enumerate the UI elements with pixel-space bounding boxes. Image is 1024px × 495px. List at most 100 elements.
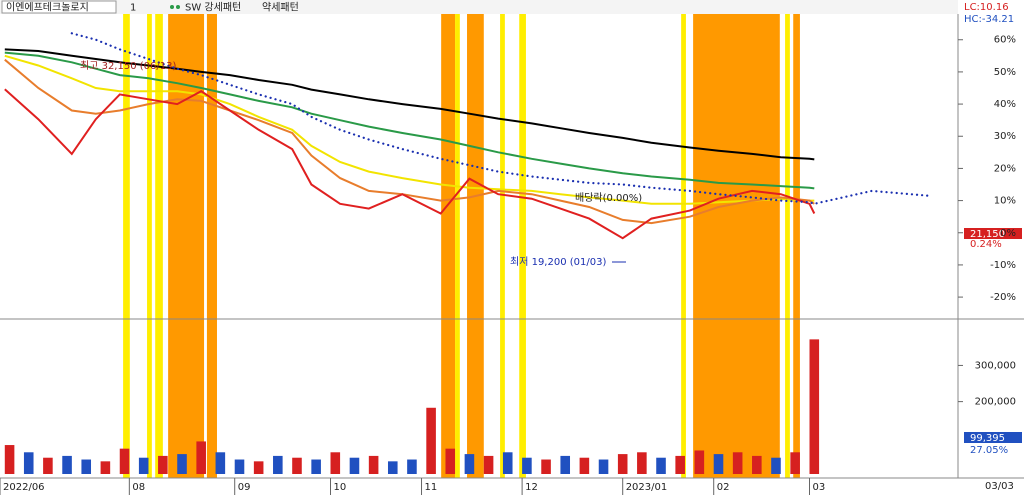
pattern-band [147, 14, 152, 478]
price-box [964, 228, 1022, 239]
stock-name-box[interactable] [1, 0, 117, 14]
pattern-band [693, 14, 780, 478]
volume-bar [522, 457, 532, 474]
volume-bar [426, 407, 436, 474]
y-tick-label: 60% [994, 35, 1016, 46]
y-tick-label: 20% [994, 163, 1016, 174]
volume-bar [23, 452, 34, 474]
current-date: 03/03 [985, 481, 1014, 492]
volume-label: 99,395 [970, 433, 1005, 444]
volume-bar [81, 459, 92, 474]
pattern-band [155, 14, 163, 478]
pattern-band [206, 14, 217, 478]
volume-bar [694, 450, 705, 474]
volume-bar [656, 457, 666, 474]
volume-bar [579, 457, 590, 474]
y-tick-label: 30% [994, 131, 1016, 142]
hc-label: HC:-34.21 [964, 14, 1014, 25]
y-tick-label: -10% [990, 260, 1016, 271]
legend-icon [176, 5, 180, 9]
lc-label: LC:10.16 [964, 2, 1009, 13]
volume-bar [234, 459, 245, 474]
y-tick-label: 50% [994, 67, 1016, 78]
pattern-band [793, 14, 800, 478]
volume-bar [790, 452, 800, 474]
x-tick-label: 09 [238, 482, 251, 493]
plot [4, 32, 931, 474]
pattern-band [123, 14, 130, 478]
volume-bar [119, 448, 130, 474]
volume-bar [637, 452, 647, 474]
ratio-label: 27.05% [970, 445, 1008, 456]
price-label: 21,150 [970, 229, 1005, 240]
bands [123, 14, 800, 478]
volume-bar [138, 457, 149, 474]
volume-bar [196, 441, 206, 474]
volume-bar [215, 452, 226, 474]
volume-bar [349, 457, 360, 474]
x-tick-label: 12 [525, 482, 538, 493]
y-tick-label: 300,000 [975, 360, 1016, 371]
ma-line [4, 88, 816, 240]
volume-bar [502, 452, 513, 474]
x-tick-label: 2022/06 [3, 482, 45, 493]
ma-line [70, 32, 931, 205]
period: 1 [130, 3, 136, 14]
stock-name: 이엔에프테크놀로지 [6, 2, 89, 14]
volume-bar [560, 455, 571, 474]
volume-bar [598, 459, 609, 474]
pattern-band [500, 14, 505, 478]
legend-icon [170, 5, 174, 9]
volume-bar [158, 455, 168, 474]
volume-box [964, 432, 1022, 443]
x-tick-label: 10 [334, 482, 347, 493]
legend-bar [0, 0, 958, 14]
volume-bar [368, 455, 379, 474]
volume-bar [771, 457, 781, 474]
ma-line [4, 48, 815, 161]
volume-bar [675, 455, 685, 474]
pattern-band [168, 14, 205, 478]
y-tick-label: 10% [994, 196, 1016, 207]
volume-bar [732, 452, 743, 474]
annotation: 최고 32,150 (06/13) [80, 60, 176, 72]
y-tick-label: -20% [990, 292, 1016, 303]
volume-bar [387, 461, 398, 474]
volume-bar [752, 455, 762, 474]
pattern-band [681, 14, 686, 478]
legend-item: SW 강세패턴 [185, 2, 241, 14]
volume-bar [330, 452, 341, 474]
x-tick-label: 2023/01 [626, 482, 668, 493]
volume-bar [483, 455, 494, 474]
y-tick-label: 200,000 [975, 397, 1016, 408]
volume-bar [4, 445, 15, 474]
volume-bar [43, 457, 53, 474]
annotation: 최저 19,200 (01/03) [510, 256, 606, 268]
ma-line [4, 51, 815, 190]
volume-bar [617, 454, 628, 474]
volume-bar [62, 455, 72, 474]
change-label: 0.24% [970, 239, 1002, 250]
volume-bar [464, 454, 475, 474]
x-tick-label: 08 [132, 482, 145, 493]
legend-item: 약세패턴 [262, 2, 299, 14]
volume-bar [100, 461, 111, 474]
ma-line [4, 54, 815, 205]
pattern-band [467, 14, 484, 478]
volume-bar [273, 455, 283, 474]
volume-bar [311, 459, 321, 474]
volume-bar [809, 339, 820, 474]
x-tick-label: 11 [425, 482, 438, 493]
volume-bar [445, 448, 456, 474]
x-tick-label: 02 [717, 482, 730, 493]
volume-bar [177, 454, 187, 474]
volume-bar [292, 457, 302, 474]
pattern-band [519, 14, 526, 478]
pattern-band [785, 14, 790, 478]
pattern-band [441, 14, 456, 478]
pattern-band [455, 14, 460, 478]
y-tick-label: 0% [1000, 228, 1016, 239]
volume-bar [713, 454, 724, 474]
